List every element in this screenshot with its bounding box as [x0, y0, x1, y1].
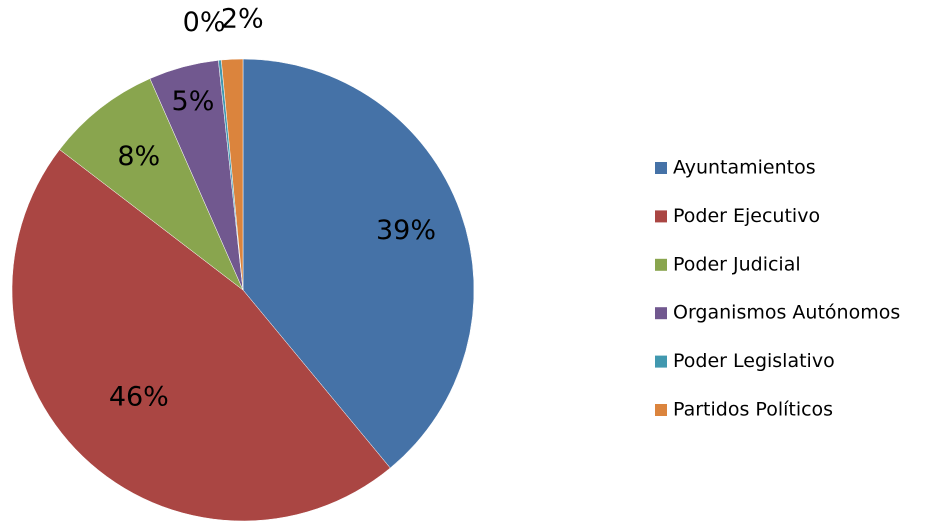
pie-slice	[220, 58, 244, 291]
legend-swatch	[655, 162, 667, 174]
legend-label: Ayuntamientos	[673, 157, 816, 179]
pie-slice	[11, 149, 391, 521]
legend-swatch	[655, 404, 667, 416]
data-label: 8%	[117, 141, 160, 172]
legend-label: Partidos Políticos	[673, 399, 833, 421]
legend-label: Poder Legislativo	[673, 350, 835, 372]
legend-swatch	[655, 307, 667, 320]
legend-label: Poder Judicial	[673, 253, 801, 275]
data-label: 39%	[376, 215, 436, 246]
legend-swatch	[655, 355, 667, 368]
pie-slice	[59, 78, 244, 291]
pie-slice	[242, 58, 475, 469]
legend-label: Organismos Autónomos	[673, 302, 900, 324]
legend-label: Poder Ejecutivo	[673, 205, 820, 227]
legend-swatch	[655, 210, 667, 223]
data-label: 2%	[221, 4, 264, 35]
data-label: 46%	[109, 382, 169, 413]
legend-swatch	[655, 258, 667, 271]
data-label: 5%	[172, 86, 215, 117]
data-label: 0%	[183, 7, 226, 38]
